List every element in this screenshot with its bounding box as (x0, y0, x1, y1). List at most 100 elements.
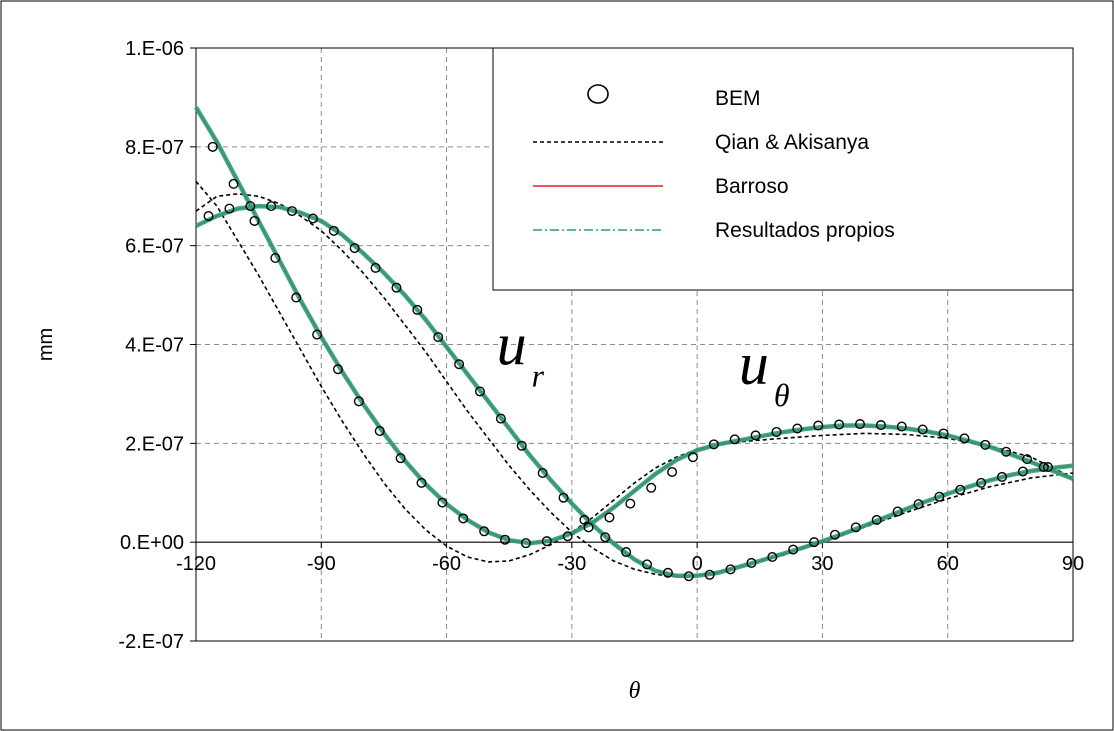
bem-marker (646, 482, 657, 493)
bem-marker (809, 537, 820, 548)
x-tick-label: -90 (307, 553, 336, 575)
series-line-dashed-utheta (195, 180, 1074, 563)
bem-marker (353, 396, 364, 407)
x-tick-label: 30 (811, 553, 833, 575)
bem-marker (708, 439, 719, 450)
bem-marker (642, 559, 653, 570)
legend: BEM Qian & Akisanya Barroso Resultados prop… (492, 47, 1074, 291)
bem-marker (579, 514, 590, 525)
bem-marker (520, 538, 531, 549)
bem-marker (687, 452, 698, 463)
bem-marker (771, 426, 782, 437)
bem-marker (1038, 462, 1049, 473)
bem-marker (750, 430, 761, 441)
bem-marker (1017, 466, 1028, 477)
x-tick-label: -30 (557, 553, 586, 575)
annotation-subscript: θ (774, 377, 790, 413)
y-tick-label: 6.E-07 (125, 236, 184, 258)
bem-marker (328, 225, 339, 236)
tick-labels: -120 -90 -60 -30 0 30 60 90 -2.E-07 0.E+00 2.E-07 4… (118, 38, 1084, 653)
bem-marker (662, 567, 673, 578)
bem-marker (516, 440, 527, 451)
bem-marker (938, 428, 949, 439)
y-tick-label: 0.E+00 (120, 532, 184, 554)
bem-marker (767, 551, 778, 562)
bem-marker (245, 201, 256, 212)
bem-marker (437, 497, 448, 508)
bem-marker (829, 529, 840, 540)
bem-marker (725, 564, 736, 575)
bem-marker (495, 413, 506, 424)
bem-marker (976, 477, 987, 488)
bem-marker (850, 522, 861, 533)
x-axis-title: θ (629, 678, 641, 704)
bem-marker (287, 206, 298, 217)
bem-marker (625, 498, 636, 509)
x-tick-label: -60 (432, 553, 461, 575)
bem-marker (479, 526, 490, 537)
bem-marker (955, 484, 966, 495)
bem-marker (959, 433, 970, 444)
y-axis-title: mm (35, 328, 57, 361)
bem-marker (412, 304, 423, 315)
bem-marker (683, 571, 694, 582)
bem-marker (704, 569, 715, 580)
bem-marker (729, 434, 740, 445)
legend-label: Resultados propios (715, 219, 895, 242)
bem-marker (224, 203, 235, 214)
bem-marker (349, 243, 360, 254)
bem-marker (270, 253, 281, 264)
legend-label: Barroso (715, 175, 789, 198)
series-line-dash-dot-ur (195, 203, 1074, 579)
legend-label: BEM (715, 87, 761, 110)
bem-marker (266, 201, 277, 212)
bem-marker (474, 386, 485, 397)
bem-marker (871, 514, 882, 525)
bem-marker (454, 359, 465, 370)
bem-marker (541, 536, 552, 547)
bem-marker (913, 499, 924, 510)
bem-marker (307, 213, 318, 224)
y-tick-label: 4.E-07 (125, 335, 184, 357)
bem-marker (621, 547, 632, 558)
bem-marker (433, 332, 444, 343)
bem-marker (997, 471, 1008, 482)
bem-marker (813, 420, 824, 431)
series-layer (194, 106, 1074, 582)
y-tick-label: -2.E-07 (118, 631, 184, 653)
bem-marker (934, 491, 945, 502)
bem-marker (500, 534, 511, 545)
annotation-label: u (739, 331, 769, 397)
x-tick-label: -120 (176, 553, 216, 575)
bem-marker (228, 178, 239, 189)
bem-marker (395, 453, 406, 464)
bem-marker (1001, 446, 1012, 457)
bem-marker (249, 215, 260, 226)
bem-marker (207, 141, 218, 152)
bem-marker (792, 423, 803, 434)
legend-entry: Qian & Akisanya (533, 131, 869, 154)
legend-box (492, 47, 1074, 291)
bem-marker (788, 544, 799, 555)
y-tick-label: 1.E-06 (125, 38, 184, 60)
legend-entry: Barroso (533, 175, 789, 198)
bem-marker (980, 439, 991, 450)
bem-marker (855, 419, 866, 430)
annotation-label: u (497, 311, 527, 377)
bem-marker (391, 282, 402, 293)
x-tick-label: 0 (692, 553, 703, 575)
bem-marker (558, 492, 569, 503)
bem-marker (416, 477, 427, 488)
y-tick-label: 2.E-07 (125, 433, 184, 455)
x-tick-label: 60 (937, 553, 959, 575)
bem-marker (370, 262, 381, 273)
bem-marker (562, 531, 573, 542)
bem-marker (746, 557, 757, 568)
bem-marker (917, 424, 928, 435)
bem-marker (458, 513, 469, 524)
legend-entry: Resultados propios (533, 219, 895, 242)
annotation-subscript: r (532, 357, 545, 393)
bem-marker (875, 420, 886, 431)
bem-marker (1042, 462, 1053, 473)
